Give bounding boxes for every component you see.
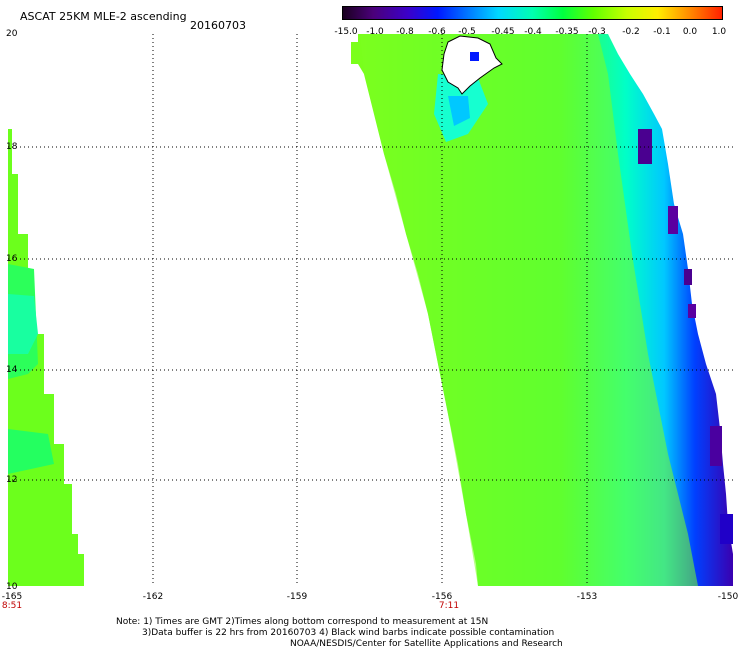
lon-label-153: -153	[576, 592, 598, 602]
lon-label-165: -165	[1, 592, 23, 602]
time-label-west: 8:51	[1, 601, 23, 611]
colorbar-tick-10: -0.1	[653, 27, 671, 37]
note-line-3: NOAA/NESDIS/Center for Satellite Applica…	[290, 639, 563, 649]
lon-label-162: -162	[142, 592, 164, 602]
time-label-east: 7:11	[438, 601, 460, 611]
colorbar-tick-7: -0.35	[555, 27, 579, 37]
west-swath	[8, 129, 84, 586]
colorbar-tick-1: -1.0	[366, 27, 384, 37]
lon-label-159: -159	[286, 592, 308, 602]
colorbar-tick-8: -0.3	[588, 27, 606, 37]
colorbar-tick-6: -0.4	[524, 27, 542, 37]
lat-label-12: 12	[6, 475, 18, 485]
colorbar-tick-0: -15.0	[334, 27, 358, 37]
colorbar-tick-9: -0.2	[622, 27, 640, 37]
colorbar-tick-3: -0.6	[428, 27, 446, 37]
lat-label-14: 14	[6, 365, 18, 375]
colorbar-tick-5: -0.45	[491, 27, 515, 37]
lat-label-18: 18	[6, 142, 18, 152]
colorbar-tick-11: 0.0	[682, 27, 698, 37]
note-line-1: Note: 1) Times are GMT 2)Times along bot…	[116, 617, 489, 627]
lat-label-20: 20	[6, 29, 18, 39]
lon-label-150: -150	[717, 592, 739, 602]
island-outline	[441, 35, 503, 95]
colorbar	[342, 6, 723, 20]
note-line-2: 3)Data buffer is 22 hrs from 20160703 4)…	[142, 628, 555, 638]
grid	[8, 34, 733, 586]
colorbar-tick-2: -0.8	[396, 27, 414, 37]
colorbar-tick-12: 1.0	[711, 27, 727, 37]
lon-label-156: -156	[431, 592, 453, 602]
map-panel	[8, 34, 733, 586]
figure-title: ASCAT 25KM MLE-2 ascending	[20, 10, 187, 23]
lat-label-10: 10	[6, 582, 18, 592]
colorbar-tick-4: -0.5	[458, 27, 476, 37]
east-swath	[351, 34, 733, 586]
lat-label-16: 16	[6, 254, 18, 264]
figure-date: 20160703	[190, 19, 246, 32]
